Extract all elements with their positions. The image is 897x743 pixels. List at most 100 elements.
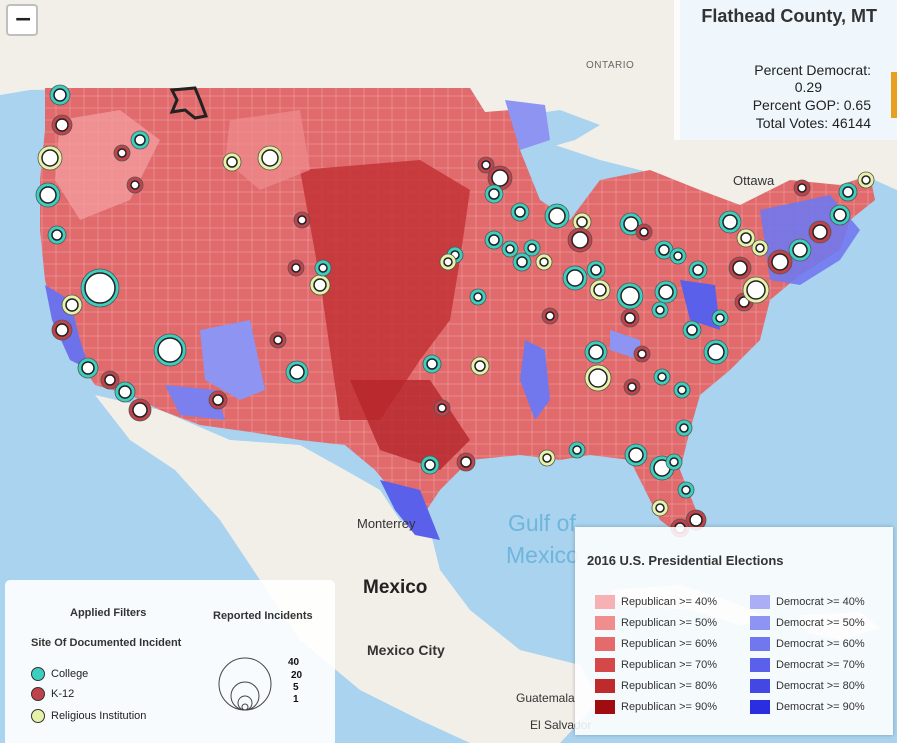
incident-marker-center (481, 160, 491, 170)
incident-marker-center (689, 513, 703, 527)
incident-marker-center (669, 457, 679, 467)
democrat-swatch-4 (750, 679, 770, 693)
republican-swatch-3 (595, 658, 615, 672)
filter-college[interactable]: College (51, 668, 89, 680)
incident-marker-center (722, 214, 738, 230)
incident-marker-center (318, 263, 328, 273)
label-guatemala: Guatemala (516, 691, 575, 705)
incident-marker-center (637, 349, 647, 359)
filter-religious[interactable]: Religious Institution (51, 710, 147, 722)
incident-marker-center (65, 298, 79, 312)
incident-marker-center (55, 118, 69, 132)
incident-marker-center (505, 244, 515, 254)
incident-marker-center (516, 256, 528, 268)
republican-swatch-5 (595, 700, 615, 714)
site-heading: Site Of Documented Incident (31, 637, 182, 649)
incident-marker-center (55, 323, 69, 337)
incident-marker-center (588, 344, 604, 360)
mississippi-delta-democrat (520, 340, 550, 420)
applied-filters-heading: Applied Filters (70, 607, 147, 619)
incident-marker-center (655, 503, 665, 513)
incident-marker-center (673, 251, 683, 261)
democrat-label-4: Democrat >= 80% (776, 680, 865, 692)
incident-marker-center (212, 394, 224, 406)
incident-marker-center (424, 459, 436, 471)
incident-marker-center (624, 312, 636, 324)
incident-marker-center (51, 229, 63, 241)
mexico-land (95, 395, 600, 743)
incident-marker-center (437, 403, 447, 413)
k12-swatch[interactable] (31, 687, 45, 701)
incident-marker-center (593, 283, 607, 297)
democrat-swatch-2 (750, 637, 770, 651)
republican-label-3: Republican >= 70% (621, 659, 718, 671)
zoom-out-button[interactable]: − (6, 4, 38, 36)
incident-marker-center (488, 234, 500, 246)
incident-marker-center (130, 180, 140, 190)
incident-marker-center (297, 215, 307, 225)
incident-marker-center (527, 243, 537, 253)
label-ontario: ONTARIO (586, 60, 635, 71)
democrat-swatch-5 (750, 700, 770, 714)
democrat-swatch-1 (750, 616, 770, 630)
incident-marker-center (861, 175, 871, 185)
incident-marker-center (588, 368, 608, 388)
democrat-swatch-3 (750, 658, 770, 672)
county-name: Flathead County, MT (701, 6, 877, 26)
democrat-label-2: Democrat >= 60% (776, 638, 865, 650)
incident-marker-center (53, 88, 67, 102)
republican-swatch-0 (595, 595, 615, 609)
size-20: 20 (291, 670, 303, 681)
label-mexico-sea: Mexico (506, 542, 579, 568)
republican-swatch-2 (595, 637, 615, 651)
republican-label-2: Republican >= 60% (621, 638, 718, 650)
incident-marker-center (104, 374, 116, 386)
democrat-label-5: Democrat >= 90% (776, 701, 865, 713)
democrat-label-1: Democrat >= 50% (776, 617, 865, 629)
incident-marker-center (590, 264, 602, 276)
size-legend-circles (218, 657, 272, 711)
flathead-county-highlight[interactable] (169, 86, 209, 120)
incident-marker-center (657, 372, 667, 382)
incident-marker-center (548, 207, 566, 225)
texas-border-democrat (380, 480, 440, 540)
incident-marker-center (84, 272, 116, 304)
incident-marker-center (571, 231, 589, 249)
label-gulf-of: Gulf of (508, 510, 576, 536)
filter-k12[interactable]: K-12 (51, 688, 75, 700)
incident-marker-center (460, 456, 472, 468)
democrat-label-0: Democrat >= 40% (776, 596, 865, 608)
southwest-democrat (200, 320, 265, 400)
label-mexico-city: Mexico City (367, 642, 445, 658)
size-5: 5 (293, 682, 299, 693)
incident-marker-center (273, 335, 283, 345)
incident-marker-center (746, 280, 766, 300)
incident-marker-center (792, 242, 808, 258)
incident-marker-center (655, 305, 665, 315)
label-monterrey: Monterrey (357, 516, 416, 531)
incident-marker-center (692, 264, 704, 276)
incident-marker-center (134, 134, 146, 146)
panel-tab-handle[interactable] (891, 72, 897, 118)
incident-marker-center (707, 343, 725, 361)
percent-democrat-label: Percent Democrat: (754, 62, 871, 78)
incident-marker-center (289, 364, 305, 380)
incident-marker-center (226, 156, 238, 168)
college-swatch[interactable] (31, 667, 45, 681)
incident-marker-center (771, 253, 789, 271)
size-1: 1 (293, 694, 299, 705)
incident-marker-center (41, 149, 59, 167)
incident-marker-center (812, 224, 828, 240)
percent-gop: Percent GOP: 0.65 (752, 97, 871, 113)
incident-marker-center (681, 485, 691, 495)
incident-marker-center (627, 382, 637, 392)
total-votes: Total Votes: 46144 (755, 115, 871, 131)
plains-strong-gop (300, 160, 470, 420)
label-mexico: Mexico (363, 577, 428, 598)
incident-marker-center (261, 149, 279, 167)
reported-incidents-heading: Reported Incidents (213, 610, 313, 622)
religious-swatch[interactable] (31, 709, 45, 723)
incident-marker-center (313, 278, 327, 292)
incident-marker-center (539, 257, 549, 267)
